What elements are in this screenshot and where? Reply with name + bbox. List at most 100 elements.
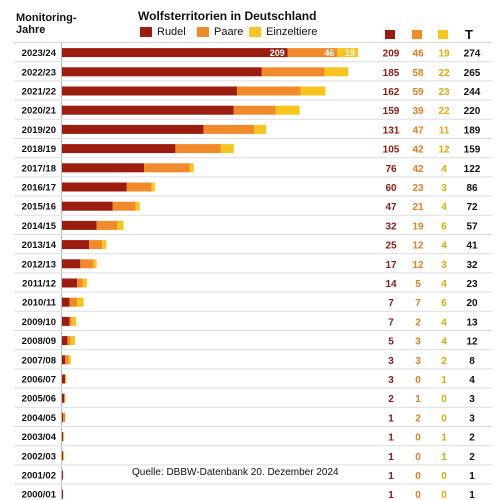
data-label-rudel: 3 <box>388 356 394 367</box>
data-label-paare: 23 <box>412 183 424 194</box>
tick-label-year: 2005/06 <box>22 394 56 405</box>
data-label-rudel: 60 <box>385 183 397 194</box>
data-label-paare: 0 <box>415 433 421 444</box>
bar-segment-rudel <box>62 374 66 384</box>
data-label-total: 2 <box>469 452 475 463</box>
data-label-einzeltiere: 19 <box>438 49 450 60</box>
tick-label-year: 2015/16 <box>22 202 56 213</box>
data-label-total: 1 <box>469 471 475 482</box>
chart-title: Wolfsterritorien in Deutschland <box>138 9 317 23</box>
year-column-title-line2: Jahre <box>16 24 46 36</box>
data-label-rudel: 14 <box>385 279 397 290</box>
bar-segment-einzeltiere <box>324 67 349 77</box>
bar-segment-einzeltiere <box>68 355 71 365</box>
bar-segment-paare <box>144 163 190 173</box>
bar-segment-rudel <box>62 124 204 134</box>
data-label-total: 122 <box>464 164 481 175</box>
data-label-einzeltiere: 3 <box>441 183 447 194</box>
bar-segment-rudel <box>62 259 81 269</box>
bar-segment-paare <box>69 316 72 326</box>
data-label-paare: 46 <box>412 49 424 60</box>
data-label-total: 220 <box>464 106 481 117</box>
data-label-total: 4 <box>469 375 475 386</box>
tick-label-year: 2002/03 <box>22 451 56 462</box>
data-label-rudel: 2 <box>388 394 394 405</box>
data-label-total: 274 <box>464 49 481 60</box>
data-label-rudel: 47 <box>385 202 397 213</box>
bar-segment-einzeltiere <box>254 124 267 134</box>
data-label-paare: 19 <box>412 221 424 232</box>
bar-segment-paare <box>112 201 136 211</box>
bar-segment-paare <box>77 278 83 288</box>
bar-segment-paare <box>126 182 152 192</box>
bar-segment-einzeltiere <box>300 86 326 96</box>
bar-segment-einzeltiere <box>117 220 124 230</box>
data-label-rudel: 162 <box>383 87 400 98</box>
data-label-total: 32 <box>466 260 478 271</box>
data-label-einzeltiere: 23 <box>438 87 450 98</box>
data-label-rudel: 25 <box>385 241 397 252</box>
data-label-rudel: 105 <box>383 145 400 156</box>
data-label-paare: 2 <box>415 317 421 328</box>
bar-segment-rudel <box>62 451 64 461</box>
data-label-paare: 0 <box>415 452 421 463</box>
tick-label-year: 2004/05 <box>22 413 57 424</box>
data-label-einzeltiere: 6 <box>441 221 447 232</box>
bar-segment-rudel <box>62 163 145 173</box>
bar-segment-paare <box>203 124 255 134</box>
tick-label-year: 2023/24 <box>22 48 57 59</box>
bar-segment-rudel <box>62 489 64 499</box>
bar-segment-einzeltiere <box>337 48 358 58</box>
data-label-total: 20 <box>466 298 478 309</box>
bar-segment-einzeltiere <box>101 240 107 250</box>
tick-label-year: 2011/12 <box>22 279 56 290</box>
data-label-einzeltiere: 6 <box>441 298 447 309</box>
bar-segment-einzeltiere <box>189 163 194 173</box>
tick-label-year: 2014/15 <box>22 221 57 232</box>
bar-inline-label: 46 <box>324 48 334 58</box>
column-header-rudel <box>385 30 395 39</box>
data-label-einzeltiere: 1 <box>441 452 447 463</box>
bar-segment-rudel <box>62 240 89 250</box>
data-label-rudel: 159 <box>383 106 400 117</box>
bar-segment-rudel <box>62 393 65 403</box>
bar-segment-einzeltiere <box>65 374 67 384</box>
legend-label-rudel: Rudel <box>157 26 186 38</box>
data-label-rudel: 5 <box>388 337 394 348</box>
legend-swatch-einzeltiere <box>249 27 261 37</box>
data-label-einzeltiere: 4 <box>441 317 447 328</box>
legend-rudel: Rudel <box>140 26 186 38</box>
bar-segment-rudel <box>62 182 127 192</box>
data-label-rudel: 185 <box>383 68 400 79</box>
tick-label-year: 2009/10 <box>22 317 56 328</box>
legend-swatch-paare <box>197 27 209 37</box>
data-label-paare: 0 <box>415 471 421 482</box>
bar-segment-einzeltiere <box>77 297 84 307</box>
data-label-einzeltiere: 22 <box>438 68 450 79</box>
data-label-paare: 0 <box>415 375 421 386</box>
legend-label-einzeltiere: Einzeltiere <box>266 26 318 38</box>
bar-segment-rudel <box>62 201 113 211</box>
data-label-total: 23 <box>466 279 478 290</box>
data-label-rudel: 17 <box>385 260 397 271</box>
tick-label-year: 2020/21 <box>22 106 57 117</box>
tick-label-year: 2017/18 <box>22 163 56 174</box>
bar-segment-paare <box>67 336 71 346</box>
data-label-total: 72 <box>466 202 478 213</box>
data-label-total: 57 <box>466 221 478 232</box>
tick-label-year: 2019/20 <box>22 125 56 136</box>
bar-segment-paare <box>287 48 338 58</box>
bar-inline-label: 209 <box>270 48 285 58</box>
data-label-einzeltiere: 22 <box>438 106 450 117</box>
bar-segment-einzeltiere <box>151 182 155 192</box>
bar-segment-rudel <box>62 297 70 307</box>
data-label-paare: 2 <box>415 413 421 424</box>
data-label-einzeltiere: 11 <box>439 125 450 136</box>
bar-segment-paare <box>80 259 94 269</box>
bar-segment-einzeltiere <box>70 336 75 346</box>
tick-label-year: 2013/14 <box>22 240 57 251</box>
column-header-total: T <box>465 27 473 42</box>
bar-segment-rudel <box>62 220 97 230</box>
tick-label-year: 2008/09 <box>22 336 56 347</box>
